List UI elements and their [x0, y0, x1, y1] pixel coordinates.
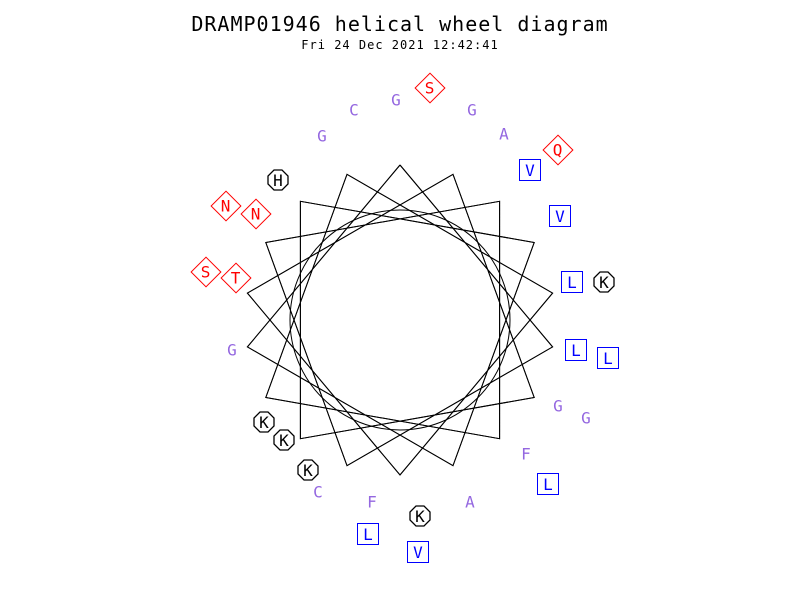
residue-octagon: K [273, 429, 295, 451]
residue-diamond: N [210, 190, 241, 221]
residue-letter: H [273, 171, 283, 190]
residue-letter: K [415, 507, 425, 526]
residue-label: L [357, 523, 379, 545]
residue-letter: F [367, 493, 377, 512]
residue-letter: A [499, 125, 509, 144]
residue-label: V [407, 541, 429, 563]
residue-label: A [499, 125, 509, 144]
residue-box: V [407, 541, 429, 563]
residue-label: S [195, 261, 217, 283]
residue-label: S [419, 77, 441, 99]
residue-label: G [317, 127, 327, 146]
residue-box: L [565, 339, 587, 361]
residue-letter: G [317, 127, 327, 146]
residue-label: N [245, 203, 267, 225]
residue-diamond: S [414, 72, 445, 103]
residue-letter: A [465, 493, 475, 512]
residue-letter: S [201, 262, 211, 281]
residue-label: G [553, 397, 563, 416]
residue-diamond: S [190, 256, 221, 287]
residue-letter: K [259, 413, 269, 432]
residue-box: L [561, 271, 583, 293]
residue-label: K [273, 429, 295, 451]
residue-letter: G [467, 101, 477, 120]
residue-letter: N [221, 196, 231, 215]
residue-letter: T [231, 268, 241, 287]
residue-label: F [521, 445, 531, 464]
residue-label: N [215, 195, 237, 217]
residue-diamond: N [240, 198, 271, 229]
residue-letter: G [581, 409, 591, 428]
residue-letter: F [521, 445, 531, 464]
residue-label: L [565, 339, 587, 361]
residue-octagon: K [409, 505, 431, 527]
residue-label: L [537, 473, 559, 495]
residue-label: C [349, 101, 359, 120]
residue-label: K [253, 411, 275, 433]
residue-letter: C [349, 101, 359, 120]
residue-letter: S [425, 78, 435, 97]
residue-box: V [549, 205, 571, 227]
residue-letter: Q [553, 140, 563, 159]
residue-label: C [313, 483, 323, 502]
residue-octagon: K [297, 459, 319, 481]
residue-label: K [409, 505, 431, 527]
residue-letter: G [227, 341, 237, 360]
residue-label: V [519, 159, 541, 181]
residue-octagon: H [267, 169, 289, 191]
residue-octagon: K [253, 411, 275, 433]
center-circle [290, 210, 510, 430]
residue-octagon: K [593, 271, 615, 293]
residue-letter: N [251, 204, 261, 223]
residue-label: G [581, 409, 591, 428]
residue-label: L [597, 347, 619, 369]
residue-box: V [519, 159, 541, 181]
residue-letter: K [599, 273, 609, 292]
residue-diamond: T [220, 262, 251, 293]
residue-label: K [593, 271, 615, 293]
residue-box: L [537, 473, 559, 495]
residue-label: L [561, 271, 583, 293]
residue-label: T [225, 267, 247, 289]
residue-letter: K [279, 431, 289, 450]
residue-label: H [267, 169, 289, 191]
residue-label: G [391, 91, 401, 110]
residue-label: V [549, 205, 571, 227]
residue-label: Q [547, 139, 569, 161]
residue-label: K [297, 459, 319, 481]
residue-label: G [227, 341, 237, 360]
residue-box: L [357, 523, 379, 545]
residue-letter: K [303, 461, 313, 480]
residue-diamond: Q [542, 134, 573, 165]
residue-letter: G [553, 397, 563, 416]
residue-label: F [367, 493, 377, 512]
residue-letter: C [313, 483, 323, 502]
residue-letter: G [391, 91, 401, 110]
residue-label: A [465, 493, 475, 512]
residue-label: G [467, 101, 477, 120]
residue-box: L [597, 347, 619, 369]
